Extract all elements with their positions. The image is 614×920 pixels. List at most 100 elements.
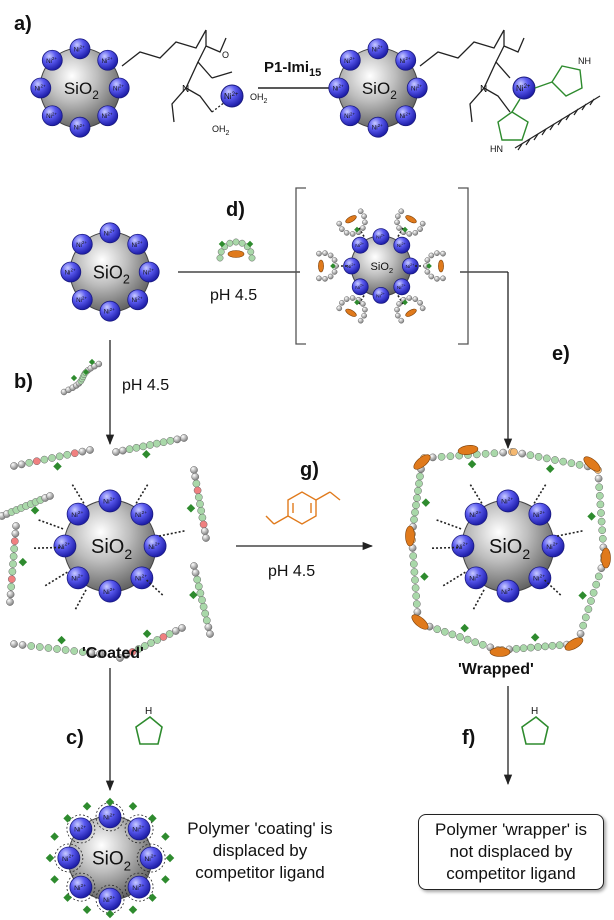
nickel-ion-icon (127, 289, 149, 311)
polymer-bead (40, 455, 49, 464)
polymer-bead (446, 452, 455, 461)
nickel-ion-icon (372, 286, 390, 304)
polymer-bead (146, 441, 154, 449)
nickel-ion-label: Ni2+ (469, 510, 481, 519)
nickel-ion-label: Ni2+ (74, 123, 85, 132)
polymer-bead (424, 269, 431, 275)
nickel-ion-label: Ni2+ (46, 56, 57, 65)
polymer-bead (410, 568, 419, 576)
polymer-bead (193, 486, 202, 495)
nickel-ion-label: Ni2+ (397, 242, 406, 249)
polymer-bead (598, 534, 607, 543)
svg-text:Ni2+: Ni2+ (224, 92, 239, 101)
ni-center-left: Ni2+ (220, 84, 244, 108)
nickel-ion-label: Ni2+ (344, 111, 355, 120)
polymer-bead (548, 641, 557, 650)
polymer-bead (128, 648, 137, 656)
polymer-bead (199, 602, 208, 611)
polymer-bead (526, 643, 535, 652)
polymer-bead (594, 474, 603, 483)
nickel-ion-label: Ni2+ (355, 242, 364, 249)
polymer-bead (35, 643, 44, 651)
polymer-bead (396, 225, 402, 231)
imidazole-group (165, 853, 175, 863)
polymer-bead (327, 252, 334, 259)
polymer-bead (434, 250, 440, 257)
polymer-bead (411, 576, 419, 584)
polymer-bead (180, 434, 188, 442)
nickel-ion-label: Ni2+ (144, 854, 156, 863)
polymer-bead (6, 598, 14, 606)
silica-nanoparticle-intermediate: SiO2 Ni2+ Ni2+ Ni2+ Ni2+ Ni2+ Ni2+ Ni2+ Ni2+ (343, 228, 419, 304)
nickel-ion-icon (97, 49, 119, 71)
polymer-bead (198, 596, 206, 604)
nickel-ion-icon (99, 222, 121, 244)
nickel-ion-label: Ni2+ (372, 45, 383, 54)
coordination-bond (146, 579, 165, 598)
polymer-bead (232, 238, 240, 246)
nickel-ion-icon (66, 502, 90, 526)
polymer-bead (567, 459, 576, 468)
polymer-bead (589, 588, 598, 597)
coordination-bond (533, 484, 547, 504)
polymer-bead (86, 446, 94, 454)
nickel-ion-label: Ni2+ (132, 240, 143, 249)
outcome-wrapped-box: Polymer 'wrapper' is not displaced by co… (418, 814, 604, 890)
polymer-bead (395, 312, 401, 319)
imidazole-group (63, 893, 72, 902)
imidazole-group (530, 633, 540, 642)
aldehyde-crosslinker (405, 215, 417, 224)
polymer-bead (12, 522, 20, 530)
polymer-bead (428, 273, 435, 280)
nickel-ion-label: Ni2+ (104, 307, 115, 316)
nickel-ion-label: Ni2+ (103, 895, 115, 904)
coordination-bond (158, 529, 187, 537)
nta-linker-left (121, 29, 233, 123)
nickel-ion-label: Ni2+ (344, 56, 355, 65)
polymer-bead (173, 435, 182, 444)
polymer-bead (331, 269, 338, 275)
nickel-ion-label: Ni2+ (411, 84, 422, 93)
n-atom-left: N (182, 84, 189, 95)
nickel-ion-icon (41, 105, 63, 127)
silica-label: SiO2 (489, 536, 530, 562)
n-atom-right: N (480, 84, 487, 95)
nickel-ion-label: Ni2+ (400, 111, 411, 120)
polymer-bead (10, 640, 18, 648)
imidazole-group (53, 462, 62, 471)
terephthalaldehyde-icon (265, 491, 341, 525)
imidazole-group (426, 263, 432, 269)
nickel-ion-label: Ni2+ (113, 84, 124, 93)
nickel-ion-icon (395, 49, 417, 71)
nickel-ion-label: Ni2+ (469, 574, 481, 583)
polymer-chain-icon-b (60, 358, 103, 396)
polymer-bead (417, 300, 423, 306)
polymer-bead (55, 452, 64, 461)
polymer-bead (204, 623, 213, 632)
nickel-ion-icon (541, 534, 565, 558)
nickel-ion-icon (451, 534, 475, 558)
polymer-bead (409, 552, 418, 560)
polymer-bead (226, 239, 234, 247)
polymer-bead (361, 312, 367, 319)
coordination-bond (44, 571, 68, 587)
aldehyde-crosslinker (489, 647, 511, 657)
polymer-bead (9, 560, 17, 568)
nickel-ion-icon (367, 38, 389, 60)
polymer-bead (217, 248, 225, 256)
polymer-bead (456, 633, 464, 641)
polymer-bead (140, 642, 149, 650)
polymer-bead (440, 275, 446, 282)
polymer-bead (193, 575, 202, 584)
nickel-ion-label: Ni2+ (405, 263, 414, 270)
imidazole-h-c: H (145, 706, 152, 717)
polymer-bead (592, 580, 601, 589)
polymer-bead (412, 501, 420, 510)
nickel-ion-icon (401, 257, 419, 275)
imidazole-group (420, 572, 429, 581)
coordination-bond (34, 546, 61, 550)
polymer-bead (63, 450, 72, 459)
